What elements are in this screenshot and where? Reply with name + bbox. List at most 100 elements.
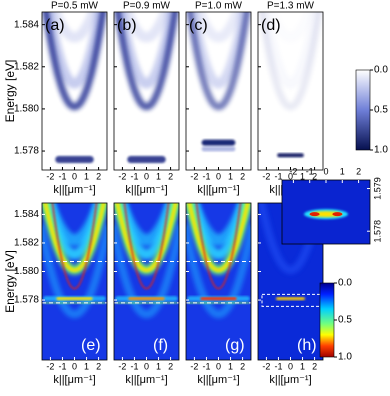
x-axis-label: k||[μm⁻¹] xyxy=(125,374,167,386)
x-tick-label: 0 xyxy=(72,171,77,181)
dispersion-band xyxy=(194,12,243,43)
x-tick-label: 0 xyxy=(288,361,293,371)
x-tick-label: 1 xyxy=(300,361,305,371)
dispersion-band xyxy=(42,12,107,111)
y-tick-label: 1.582 xyxy=(14,61,39,72)
condensate-state xyxy=(277,153,304,158)
x-tick-label: 0 xyxy=(144,361,149,371)
dispersion-band xyxy=(115,203,178,273)
x-tick-label: 2 xyxy=(96,361,101,371)
panel-label: (g) xyxy=(225,337,245,354)
panel-label: (h) xyxy=(297,337,317,354)
colorbar-tick-label: 1.0 xyxy=(338,352,352,363)
dispersion-band xyxy=(51,203,98,290)
dispersion-band xyxy=(123,203,170,290)
x-tick-label: 2 xyxy=(312,171,317,181)
x-axis-label: k||[μm⁻¹] xyxy=(125,184,167,196)
x-tick-label: -1 xyxy=(202,361,210,371)
heatmap xyxy=(186,203,251,360)
x-tick-label: 1 xyxy=(228,171,233,181)
zoom-box xyxy=(261,293,323,307)
condensate-state xyxy=(201,139,236,146)
dispersion-band xyxy=(42,224,107,319)
x-tick-label: -1 xyxy=(58,361,66,371)
panel-label: (f) xyxy=(153,337,168,354)
y-tick-label: 1.584 xyxy=(14,19,39,30)
dispersion-band xyxy=(188,12,249,89)
x-tick-label: -2 xyxy=(46,361,54,371)
panel-label: (b) xyxy=(117,17,137,34)
inset-x-tick-label: 2 xyxy=(356,166,361,176)
x-tick-label: -1 xyxy=(274,361,282,371)
x-tick-label: 0 xyxy=(216,361,221,371)
x-tick-label: 2 xyxy=(312,361,317,371)
dispersion-band xyxy=(186,224,251,319)
x-axis-label: k||[μm⁻¹] xyxy=(197,374,239,386)
condensate-state xyxy=(56,297,93,301)
x-tick-label: -1 xyxy=(202,171,210,181)
x-tick-label: 1 xyxy=(228,361,233,371)
y-tick-label: 1.584 xyxy=(14,209,39,220)
panel-label: (a) xyxy=(45,17,65,34)
x-tick-label: 2 xyxy=(96,171,101,181)
colorbar-tick-label: 1.0 xyxy=(374,145,388,156)
condensate-state xyxy=(128,297,165,301)
power-label: P=0.9 mW xyxy=(123,1,171,12)
dispersion-band xyxy=(114,12,179,111)
x-axis-label: k||[μm⁻¹] xyxy=(53,374,95,386)
dispersion-band xyxy=(43,203,106,273)
y-tick-label: 1.578 xyxy=(14,146,39,157)
inset-x-tick-label: -2 xyxy=(289,166,297,176)
dispersion-band xyxy=(186,12,251,111)
y-axis-label: Energy [eV] xyxy=(3,60,17,123)
x-tick-label: 2 xyxy=(168,171,173,181)
power-label: P=0.5 mW xyxy=(51,1,99,12)
x-tick-label: -1 xyxy=(58,171,66,181)
x-tick-label: 0 xyxy=(72,361,77,371)
heatmap xyxy=(114,203,179,360)
x-tick-label: -2 xyxy=(118,171,126,181)
x-tick-label: 1 xyxy=(300,171,305,181)
dispersion-band xyxy=(44,12,105,89)
dispersion-band xyxy=(122,12,171,43)
x-tick-label: 0 xyxy=(216,171,221,181)
x-tick-label: -2 xyxy=(190,171,198,181)
x-tick-label: 1 xyxy=(156,171,161,181)
dispersion-band xyxy=(114,224,179,319)
heatmap xyxy=(42,12,107,170)
dispersion-band xyxy=(260,12,321,89)
power-label: P=1.3 mW xyxy=(267,1,315,12)
x-tick-label: -2 xyxy=(262,361,270,371)
inset-x-tick-label: 0 xyxy=(323,166,328,176)
panel-label: (c) xyxy=(189,17,208,34)
colorbar-tick-label: 0.5 xyxy=(374,105,388,116)
inset-spot xyxy=(332,212,343,217)
x-tick-label: 2 xyxy=(168,361,173,371)
heatmap xyxy=(114,12,179,170)
condensate-state xyxy=(127,155,166,163)
y-tick-label: 1.582 xyxy=(14,238,39,249)
inset-y-tick-label: 1.579 xyxy=(372,177,382,200)
x-axis-label: k||[μm⁻¹] xyxy=(53,184,95,196)
x-tick-label: 1 xyxy=(84,361,89,371)
x-tick-label: 0 xyxy=(288,171,293,181)
colorbar-tick-label: 0.5 xyxy=(338,315,352,326)
inset-x-tick-label: 1 xyxy=(340,166,345,176)
colorbar-tick-label: 0.0 xyxy=(374,65,388,76)
inset-y-tick-label: 1.578 xyxy=(372,220,382,243)
x-tick-label: 1 xyxy=(84,171,89,181)
condensate-state xyxy=(276,297,305,301)
dispersion-band xyxy=(195,203,242,290)
dispersion-band xyxy=(187,203,250,273)
condensate-state xyxy=(200,297,237,301)
x-tick-label: -2 xyxy=(118,361,126,371)
dispersion-band xyxy=(258,12,323,111)
x-tick-label: 2 xyxy=(240,171,245,181)
dispersion-band xyxy=(50,12,99,43)
heatmap xyxy=(258,12,323,170)
x-axis-label: k||[μm⁻¹] xyxy=(269,374,311,386)
dispersion-band xyxy=(116,12,177,89)
colorbar-tick-label: 0.0 xyxy=(338,278,352,289)
y-tick-label: 1.580 xyxy=(14,266,39,277)
